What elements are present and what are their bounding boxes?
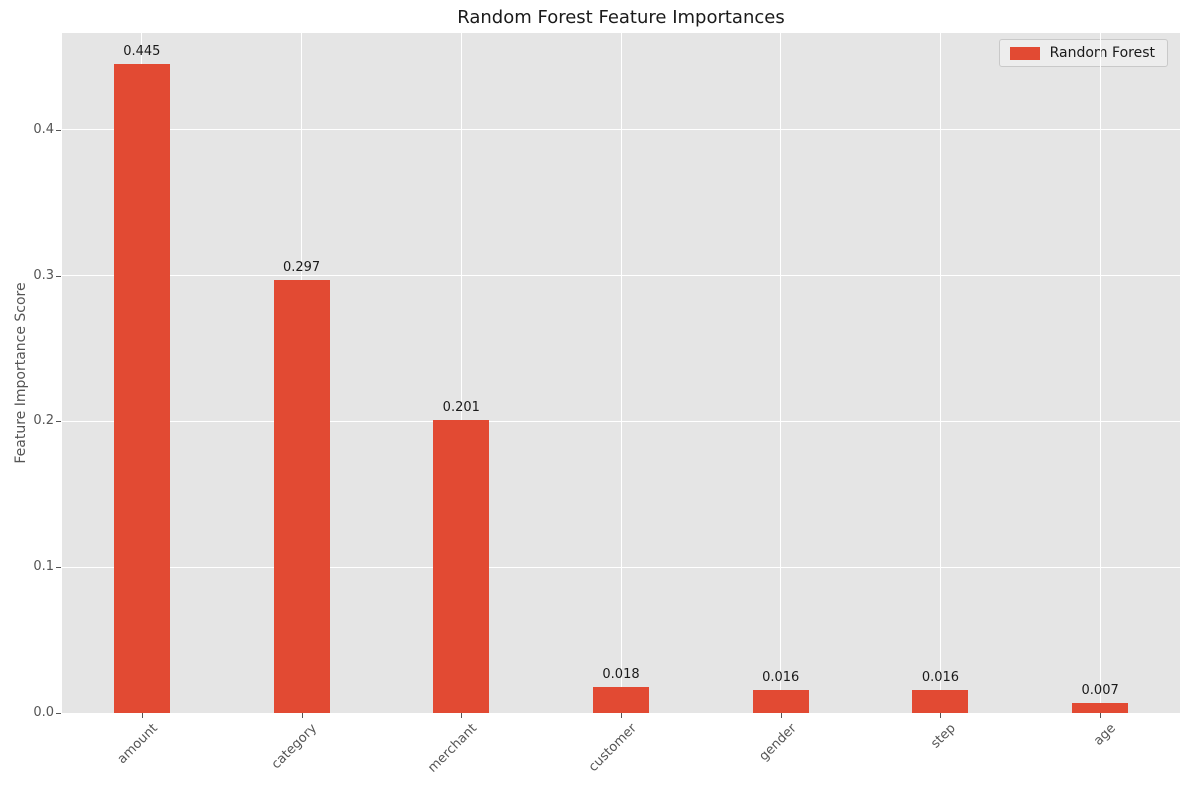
- x-tick-mark: [141, 713, 143, 718]
- gridline-vertical: [620, 33, 622, 713]
- x-tick-label: merchant: [425, 721, 480, 776]
- legend-label: Random Forest: [1049, 45, 1155, 61]
- gridline-vertical: [939, 33, 941, 713]
- legend-swatch: [1009, 46, 1040, 60]
- y-tick-label: 0.0: [33, 705, 54, 720]
- bar: [752, 689, 809, 713]
- x-tick-mark: [621, 713, 622, 718]
- bar: [912, 689, 969, 713]
- gridline-vertical: [460, 33, 462, 713]
- bar-value-label: 0.201: [442, 400, 480, 415]
- y-axis-label: Feature Importance Score: [13, 282, 29, 464]
- bar: [433, 420, 490, 713]
- y-tick-mark: [56, 567, 61, 569]
- x-tick-label: customer: [585, 721, 640, 775]
- bar-value-label: 0.445: [123, 44, 161, 60]
- x-tick-mark: [780, 713, 782, 718]
- y-tick-label: 0.1: [33, 559, 54, 575]
- x-tick-label: step: [928, 721, 960, 752]
- x-tick-label: category: [268, 721, 321, 773]
- legend: Random Forest: [998, 39, 1168, 67]
- x-tick-mark: [1100, 713, 1102, 718]
- y-tick-label: 0.4: [33, 121, 54, 137]
- gridline-vertical: [780, 33, 782, 713]
- bar: [113, 64, 170, 713]
- x-tick-label: age: [1091, 721, 1119, 749]
- x-tick-mark: [301, 713, 303, 718]
- bar: [1072, 702, 1129, 713]
- y-tick-mark: [56, 421, 61, 423]
- bar-value-label: 0.016: [921, 669, 960, 685]
- plot-area: Random Forest 0.445 0.297 0.201 0.018 0.016 0…: [62, 33, 1180, 714]
- bar-value-label: 0.016: [762, 669, 800, 685]
- bar-value-label: 0.297: [282, 260, 321, 276]
- bar-value-label: 0.007: [1081, 682, 1119, 698]
- y-tick-mark: [56, 713, 61, 714]
- gridline-vertical: [1099, 33, 1101, 713]
- x-tick-mark: [940, 713, 942, 718]
- y-tick-mark: [56, 129, 61, 131]
- y-tick-label: 0.3: [33, 267, 54, 283]
- bar: [593, 686, 649, 713]
- x-tick-label: gender: [756, 721, 800, 765]
- bar: [273, 280, 330, 713]
- x-tick-label: amount: [114, 721, 161, 768]
- x-tick-mark: [461, 713, 463, 718]
- bar-value-label: 0.018: [602, 666, 640, 682]
- y-tick-label: 0.2: [33, 413, 54, 429]
- chart-title: Random Forest Feature Importances: [457, 7, 785, 28]
- y-tick-mark: [56, 275, 61, 277]
